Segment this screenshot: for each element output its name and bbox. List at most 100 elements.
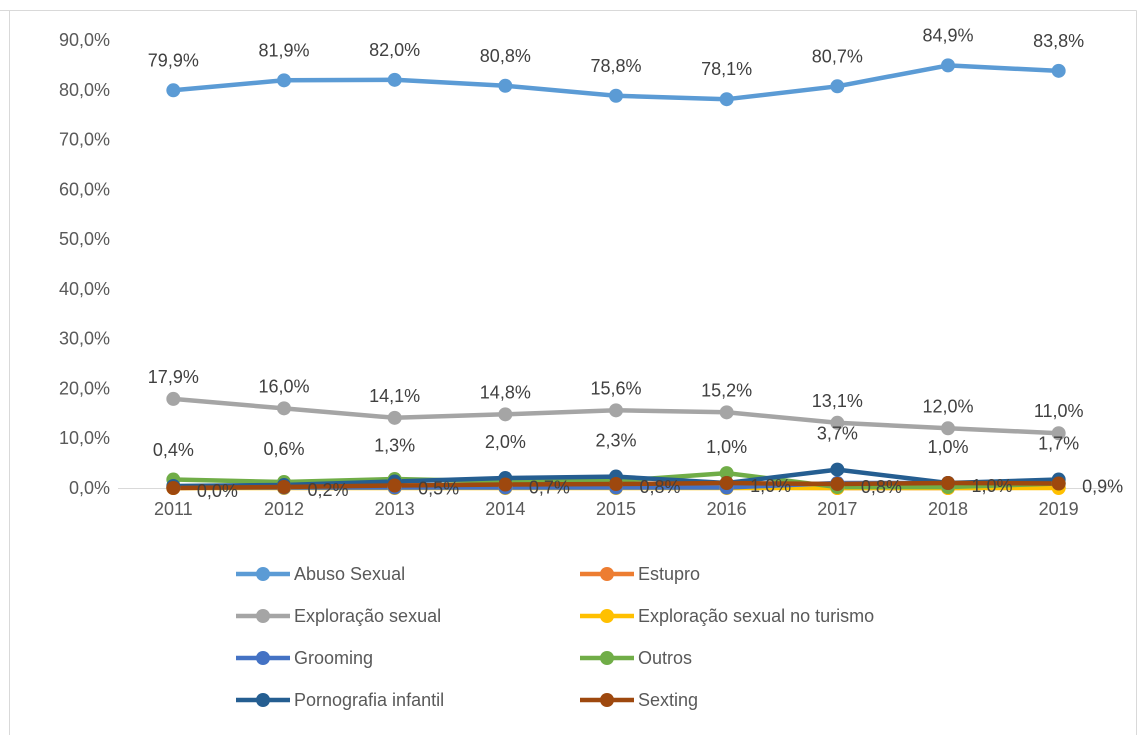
data-label-pornografia-infantil: 2,0% xyxy=(485,432,526,452)
data-label-pornografia-infantil: 3,7% xyxy=(817,424,858,444)
data-label-pornografia-infantil: 1,0% xyxy=(706,437,747,457)
data-point-abuso-sexual xyxy=(166,83,181,98)
data-point-abuso-sexual xyxy=(941,58,955,73)
data-point-abuso-sexual xyxy=(830,79,845,94)
data-label-abuso-sexual: 78,1% xyxy=(701,59,752,79)
x-tick-label: 2013 xyxy=(375,499,415,519)
data-label-sexting: 0,8% xyxy=(639,477,680,497)
data-point-sexting xyxy=(941,476,955,491)
y-axis-tick-labels: 0,0% 10,0% 20,0% 30,0% 40,0% 50,0% 60,0% 70,0% 8… xyxy=(59,30,110,498)
legend-marker-exploracao-sexual-no-turismo xyxy=(600,609,614,623)
data-point-sexting xyxy=(277,480,291,495)
data-label-abuso-sexual: 83,8% xyxy=(1033,31,1084,51)
data-point-sexting xyxy=(719,476,734,491)
data-label-abuso-sexual: 84,9% xyxy=(922,25,973,45)
legend-label-exploracao-sexual-no-turismo: Exploração sexual no turismo xyxy=(638,606,874,626)
x-tick-label: 2012 xyxy=(264,499,304,519)
data-point-exploracao-sexual xyxy=(719,405,734,420)
x-tick-label: 2014 xyxy=(485,499,525,519)
data-label-abuso-sexual: 82,0% xyxy=(369,40,420,60)
data-point-sexting xyxy=(830,477,845,492)
data-point-exploracao-sexual xyxy=(498,407,513,422)
data-point-abuso-sexual xyxy=(1051,63,1066,78)
x-tick-label: 2011 xyxy=(154,499,193,519)
data-point-sexting xyxy=(166,481,181,495)
data-point-sexting xyxy=(498,477,513,492)
data-label-exploracao-sexual: 17,9% xyxy=(148,367,199,387)
y-tick-label: 70,0% xyxy=(59,130,110,150)
x-tick-label: 2018 xyxy=(928,499,968,519)
data-point-exploracao-sexual xyxy=(830,415,845,430)
data-label-abuso-sexual: 80,7% xyxy=(812,46,863,66)
data-label-exploracao-sexual: 15,6% xyxy=(590,378,641,398)
legend-label-exploracao-sexual: Exploração sexual xyxy=(294,606,441,626)
data-point-exploracao-sexual xyxy=(1051,426,1066,441)
data-point-exploracao-sexual xyxy=(387,410,402,425)
data-label-sexting: 0,7% xyxy=(529,478,570,498)
legend-label-estupro: Estupro xyxy=(638,564,700,584)
data-label-pornografia-infantil: 1,7% xyxy=(1038,434,1079,454)
data-labels: 79,9% 81,9% 82,0% 80,8% 78,8% 78,1% 80,7% 84,9%… xyxy=(148,25,1123,501)
data-point-exploracao-sexual xyxy=(941,421,955,436)
legend-label-outros: Outros xyxy=(638,648,692,668)
data-point-exploracao-sexual xyxy=(277,401,291,416)
x-tick-label: 2016 xyxy=(707,499,747,519)
legend-label-grooming: Grooming xyxy=(294,648,373,668)
legend-label-pornografia-infantil: Pornografia infantil xyxy=(294,690,444,710)
data-point-sexting xyxy=(387,478,402,493)
y-tick-label: 20,0% xyxy=(59,378,110,398)
data-label-exploracao-sexual: 15,2% xyxy=(701,380,752,400)
x-tick-label: 2015 xyxy=(596,499,636,519)
data-label-pornografia-infantil: 1,0% xyxy=(927,437,968,457)
data-point-outros xyxy=(719,466,734,481)
x-axis-tick-labels: 2011 2012 2013 2014 2015 2016 2017 2018 2019 xyxy=(154,499,1079,519)
legend-label-sexting: Sexting xyxy=(638,690,698,710)
data-label-sexting: 0,9% xyxy=(1082,477,1123,497)
legend-marker-grooming xyxy=(256,651,270,665)
data-label-abuso-sexual: 80,8% xyxy=(480,46,531,66)
legend-marker-outros xyxy=(600,651,614,665)
data-label-exploracao-sexual: 16,0% xyxy=(258,376,309,396)
data-point-abuso-sexual xyxy=(498,78,513,93)
data-point-exploracao-sexual xyxy=(166,391,181,406)
data-label-sexting: 0,2% xyxy=(307,480,348,500)
legend-marker-sexting xyxy=(600,693,614,707)
legend-marker-exploracao-sexual xyxy=(256,609,270,623)
legend-marker-abuso-sexual xyxy=(256,567,270,581)
data-label-sexting: 0,8% xyxy=(861,477,902,497)
data-label-pornografia-infantil: 0,6% xyxy=(263,439,304,459)
data-label-pornografia-infantil: 2,3% xyxy=(595,431,636,451)
data-label-sexting: 1,0% xyxy=(750,476,791,496)
x-tick-label: 2019 xyxy=(1039,499,1079,519)
data-point-abuso-sexual xyxy=(387,72,402,87)
y-tick-label: 90,0% xyxy=(59,30,110,50)
series-lines xyxy=(171,63,1061,491)
data-point-exploracao-sexual xyxy=(609,403,623,418)
data-label-sexting: 0,5% xyxy=(418,479,459,499)
data-point-pornografia-infantil xyxy=(830,462,845,477)
data-label-abuso-sexual: 81,9% xyxy=(258,40,309,60)
legend-marker-pornografia-infantil xyxy=(256,693,270,707)
y-tick-label: 60,0% xyxy=(59,179,110,199)
y-tick-label: 50,0% xyxy=(59,229,110,249)
series-points xyxy=(166,58,1066,495)
data-label-pornografia-infantil: 0,4% xyxy=(153,440,194,460)
data-point-abuso-sexual xyxy=(609,88,623,103)
x-tick-label: 2017 xyxy=(817,499,857,519)
y-tick-label: 0,0% xyxy=(69,478,110,498)
legend-label-abuso-sexual: Abuso Sexual xyxy=(294,564,405,584)
data-point-abuso-sexual xyxy=(719,92,734,107)
data-label-exploracao-sexual: 12,0% xyxy=(922,396,973,416)
data-label-abuso-sexual: 79,9% xyxy=(148,50,199,70)
data-label-exploracao-sexual: 11,0% xyxy=(1034,401,1084,421)
data-label-pornografia-infantil: 1,3% xyxy=(374,436,415,456)
data-label-abuso-sexual: 78,8% xyxy=(590,56,641,76)
legend: Abuso Sexual Estupro Exploração sexual Expl… xyxy=(236,564,874,710)
y-tick-label: 80,0% xyxy=(59,80,110,100)
data-label-exploracao-sexual: 14,1% xyxy=(369,386,420,406)
data-label-sexting: 0,0% xyxy=(197,481,238,501)
data-label-sexting: 1,0% xyxy=(971,476,1012,496)
data-point-abuso-sexual xyxy=(277,73,291,88)
